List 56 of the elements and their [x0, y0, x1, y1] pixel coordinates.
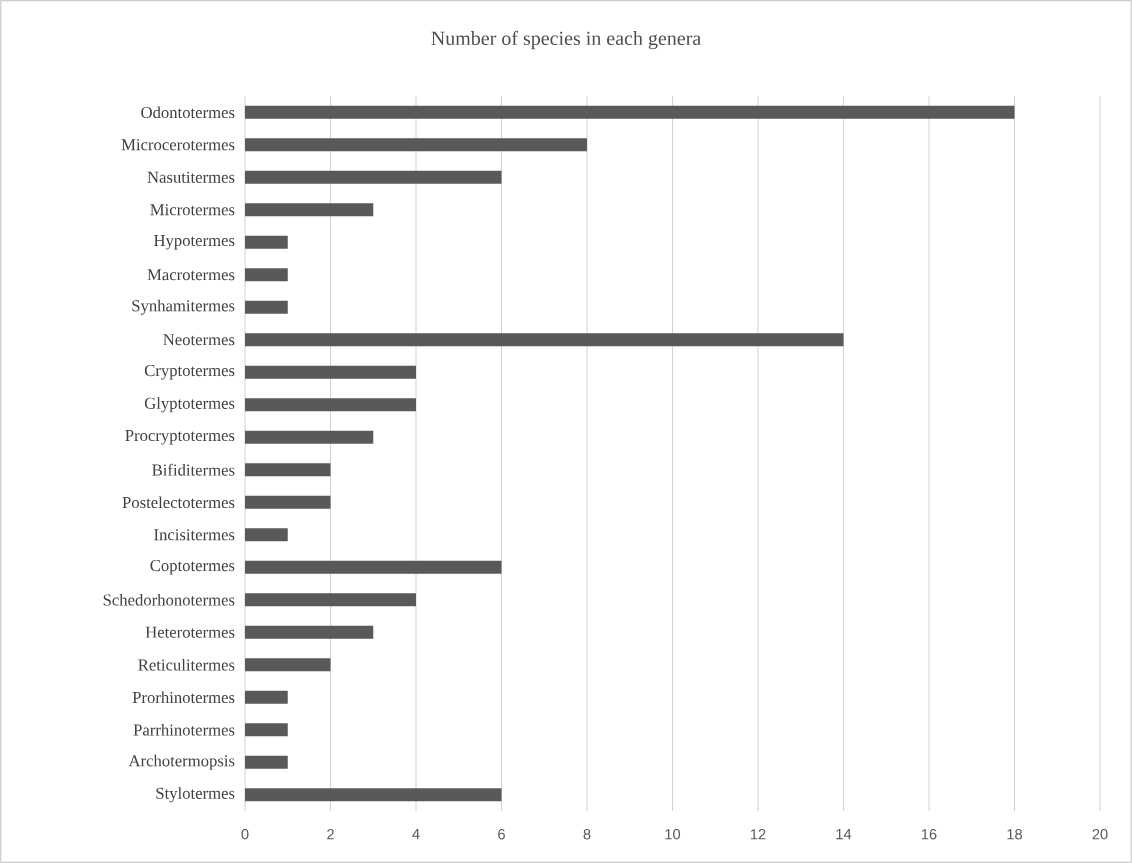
- bar: [245, 138, 587, 152]
- bar: [245, 495, 331, 509]
- bar: [245, 398, 416, 412]
- y-tick-label: Archotermopsis: [128, 754, 235, 770]
- x-tick-label: 4: [412, 829, 420, 840]
- y-tick-label: Macrotermes: [147, 269, 235, 281]
- bar: [245, 560, 502, 574]
- x-tick-label: 14: [836, 829, 852, 840]
- y-tick-label: Prorhinotermes: [132, 691, 235, 704]
- x-tick-label: 18: [1007, 829, 1022, 840]
- chart-title: Number of species in each genera: [431, 30, 701, 50]
- y-tick-label: Glyptotermes: [144, 397, 235, 413]
- bar: [245, 430, 374, 444]
- bar: [245, 690, 288, 704]
- bar: [245, 788, 502, 802]
- x-tick-label: 0: [241, 829, 249, 840]
- y-tick-label: Nasutitermes: [147, 171, 235, 183]
- y-tick-label: Synhamitermes: [132, 299, 235, 315]
- x-tick-label: 6: [498, 829, 505, 840]
- y-tick-label: Neotermes: [163, 334, 235, 346]
- y-tick-label: Cryptotermes: [144, 364, 235, 380]
- bar: [245, 170, 502, 184]
- bar: [245, 333, 844, 347]
- y-tick-label: Schedorhonotermes: [103, 593, 235, 606]
- bar: [245, 463, 331, 477]
- bar: [245, 300, 288, 314]
- x-tick-label: 20: [1092, 829, 1108, 840]
- x-tick-label: 10: [665, 829, 681, 840]
- y-tick-label: Bifiditermes: [152, 463, 235, 476]
- bar: [245, 235, 288, 249]
- x-tick-label: 8: [583, 829, 591, 840]
- y-tick-label: Hypotermes: [153, 234, 235, 250]
- bar: [245, 723, 288, 737]
- y-tick-label: Reticulitermes: [138, 658, 235, 671]
- bar: [245, 365, 416, 379]
- y-tick-label: Incisitermes: [154, 529, 235, 541]
- y-tick-label: Postelectotermes: [122, 496, 235, 509]
- y-tick-label: Stylotermes: [156, 787, 235, 803]
- bar: [245, 755, 288, 769]
- bar: [245, 658, 331, 672]
- bar: [245, 625, 374, 639]
- y-tick-label: Odontotermes: [141, 106, 235, 119]
- y-tick-label: Microcerotermes: [121, 139, 235, 151]
- bar: [245, 203, 374, 217]
- bar: [245, 105, 1015, 119]
- x-tick-label: 16: [921, 829, 937, 840]
- y-tick-label: Heterotermes: [145, 626, 235, 638]
- y-tick-label: Coptotermes: [150, 559, 235, 575]
- bar: [245, 528, 288, 542]
- x-tick-label: 12: [750, 829, 766, 840]
- y-tick-label: Procryptotermes: [125, 429, 235, 445]
- bar: [245, 593, 416, 607]
- y-tick-label: Microtermes: [150, 204, 235, 216]
- x-tick-label: 2: [327, 829, 334, 840]
- bar: [245, 268, 288, 282]
- y-tick-label: Parrhinotermes: [133, 723, 235, 736]
